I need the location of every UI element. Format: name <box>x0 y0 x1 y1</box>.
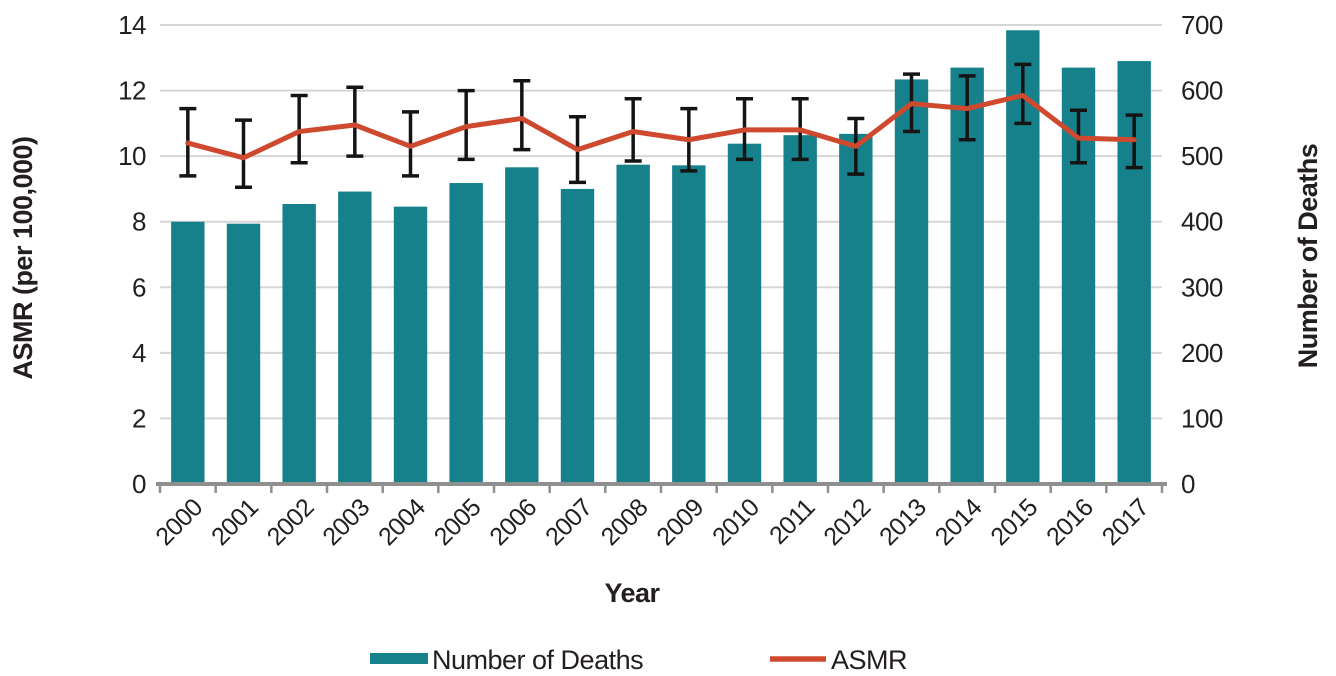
year-label-2011: 2011 <box>764 493 820 549</box>
left-tick-8: 8 <box>132 207 146 237</box>
asmr-polyline <box>185 92 1137 161</box>
year-label-2017: 2017 <box>1097 493 1155 551</box>
legend: Number of Deaths ASMR <box>370 645 908 675</box>
bar-2004 <box>393 206 428 486</box>
gridlines <box>160 24 1162 420</box>
bar-2013 <box>894 79 929 486</box>
error-bar-2003 <box>346 85 364 158</box>
year-label-2007: 2007 <box>540 493 598 551</box>
legend-bar-swatch-icon <box>370 653 428 664</box>
bar-2006 <box>505 167 539 487</box>
year-label-2008: 2008 <box>596 493 654 551</box>
year-label-2004: 2004 <box>373 493 431 551</box>
bar-2010 <box>727 143 762 487</box>
x-axis-line <box>156 482 1167 493</box>
right-tick-200: 200 <box>1181 338 1223 368</box>
error-bar-2001 <box>235 118 252 190</box>
bars-series <box>171 30 1151 487</box>
year-label-2016: 2016 <box>1041 493 1099 551</box>
error-bar-2006 <box>513 78 531 152</box>
left-tick-6: 6 <box>132 272 146 302</box>
x-axis-title: Year <box>604 578 660 608</box>
bar-2011 <box>783 135 817 486</box>
year-label-2010: 2010 <box>707 493 765 551</box>
right-tick-500: 500 <box>1181 141 1223 171</box>
year-label-2002: 2002 <box>262 493 320 551</box>
bar-2002 <box>282 204 316 486</box>
year-label-2015: 2015 <box>985 493 1043 551</box>
left-tick-12: 12 <box>118 76 146 106</box>
year-label-2003: 2003 <box>317 493 375 551</box>
bar-2003 <box>338 191 372 486</box>
bar-2008 <box>616 164 650 486</box>
year-label-2009: 2009 <box>651 493 709 551</box>
right-tick-300: 300 <box>1181 272 1223 302</box>
left-tick-0: 0 <box>132 469 146 499</box>
legend-bar-label: Number of Deaths <box>432 645 643 675</box>
bar-2005 <box>449 183 483 486</box>
right-tick-600: 600 <box>1181 76 1223 106</box>
year-label-2014: 2014 <box>930 493 988 551</box>
right-tick-0: 0 <box>1181 469 1195 499</box>
left-axis-title: ASMR (per 100,000) <box>8 136 38 379</box>
left-tick-2: 2 <box>132 403 146 433</box>
bar-2009 <box>672 165 706 486</box>
right-tick-400: 400 <box>1181 207 1223 237</box>
bar-2001 <box>226 223 261 486</box>
asmr-line <box>185 92 1137 161</box>
year-label-2013: 2013 <box>874 493 932 551</box>
year-label-2012: 2012 <box>818 493 876 551</box>
left-tick-10: 10 <box>118 141 146 171</box>
bar-2007 <box>560 188 595 486</box>
year-label-2000: 2000 <box>150 493 208 551</box>
right-axis-title: Number of Deaths <box>1293 144 1323 369</box>
year-label-2001: 2001 <box>206 493 264 551</box>
year-label-2005: 2005 <box>429 493 487 551</box>
left-tick-14: 14 <box>118 10 146 40</box>
year-label-2006: 2006 <box>484 493 542 551</box>
bar-2000 <box>171 221 205 486</box>
legend-line-label: ASMR <box>831 645 907 675</box>
right-tick-700: 700 <box>1181 10 1223 40</box>
bar-2012 <box>839 133 873 486</box>
left-tick-4: 4 <box>132 338 146 368</box>
right-tick-100: 100 <box>1181 403 1223 433</box>
error-bars <box>179 62 1143 190</box>
